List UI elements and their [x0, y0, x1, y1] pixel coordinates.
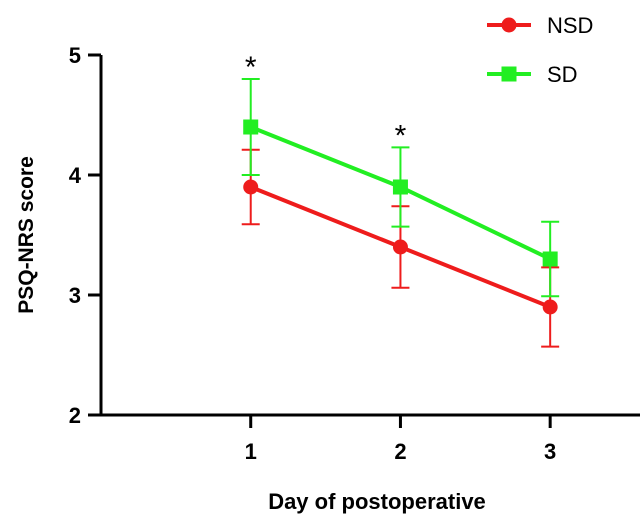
legend-label: NSD [547, 13, 593, 38]
x-tick-label: 3 [544, 439, 556, 464]
legend-item-nsd: NSD [487, 13, 593, 38]
significance-asterisk: * [245, 51, 257, 84]
legend-label: SD [547, 62, 578, 87]
y-tick-label: 4 [69, 163, 82, 188]
data-point-nsd [243, 179, 259, 195]
y-tick-label: 5 [69, 43, 81, 68]
y-ticks: 2 3 4 5 [69, 43, 101, 428]
data-point-nsd [542, 299, 558, 315]
significance-markers: ** [245, 51, 407, 152]
significance-asterisk: * [395, 119, 407, 152]
legend-marker [501, 66, 517, 82]
x-axis-title: Day of postoperative [268, 489, 486, 514]
y-axis-title: PSQ-NRS score [15, 156, 38, 314]
legend-item-sd: SD [487, 62, 578, 87]
x-tick-label: 2 [394, 439, 406, 464]
x-tick-label: 1 [245, 439, 257, 464]
legend: NSD SD [487, 13, 593, 87]
series-layer [241, 78, 560, 348]
y-tick-label: 2 [69, 403, 81, 428]
data-point-sd [542, 251, 558, 267]
data-point-nsd [392, 239, 408, 255]
axes: 2 3 4 5 1 2 3 PSQ-NRS score Day of postoperat… [15, 43, 640, 514]
y-tick-label: 3 [69, 283, 81, 308]
data-point-sd [392, 179, 408, 195]
legend-marker [501, 17, 517, 33]
x-ticks: 1 2 3 [245, 415, 556, 464]
data-point-sd [243, 119, 259, 135]
